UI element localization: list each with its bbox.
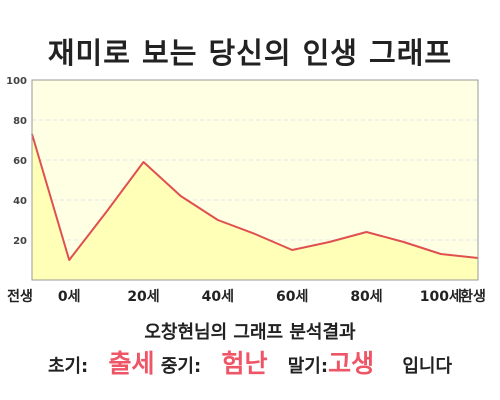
plot-frame <box>31 79 479 281</box>
mid-value: 험난 <box>221 349 268 378</box>
x-tick-label: 100세 <box>420 289 462 305</box>
x-tick-label: 환생 <box>460 288 486 305</box>
y-tick-label: 40 <box>13 196 27 207</box>
y-tick-label: 100 <box>6 76 27 87</box>
x-tick-label: 20세 <box>127 289 159 305</box>
x-tick-label: 0세 <box>58 289 81 305</box>
late-label: 말기: <box>287 356 329 377</box>
verdict-suffix: 입니다 <box>402 356 453 377</box>
analysis-subtitle: 오창현님의 그래프 분석결과 <box>144 322 356 343</box>
series-area <box>32 134 478 280</box>
y-axis-ticks: 20 40 60 80 100 <box>6 76 27 247</box>
mid-label: 중기: <box>160 356 202 377</box>
x-tick-label: 60세 <box>276 289 308 305</box>
analysis-verdict: 초기: 출세 중기: 험난 말기:고생 입니다 <box>0 344 500 380</box>
x-tick-label: 40세 <box>202 289 234 305</box>
y-tick-label: 80 <box>13 116 27 127</box>
x-tick-label: 80세 <box>350 289 382 305</box>
x-tick-label: 전생 <box>7 288 33 305</box>
y-tick-label: 60 <box>13 156 27 167</box>
early-value: 출세 <box>108 349 155 378</box>
series-line <box>31 133 479 261</box>
y-tick-label: 20 <box>13 236 27 247</box>
chart-title: 재미로 보는 당신의 인생 그래프 <box>47 36 453 70</box>
late-value: 고생 <box>328 349 375 378</box>
early-label: 초기: <box>47 356 89 377</box>
